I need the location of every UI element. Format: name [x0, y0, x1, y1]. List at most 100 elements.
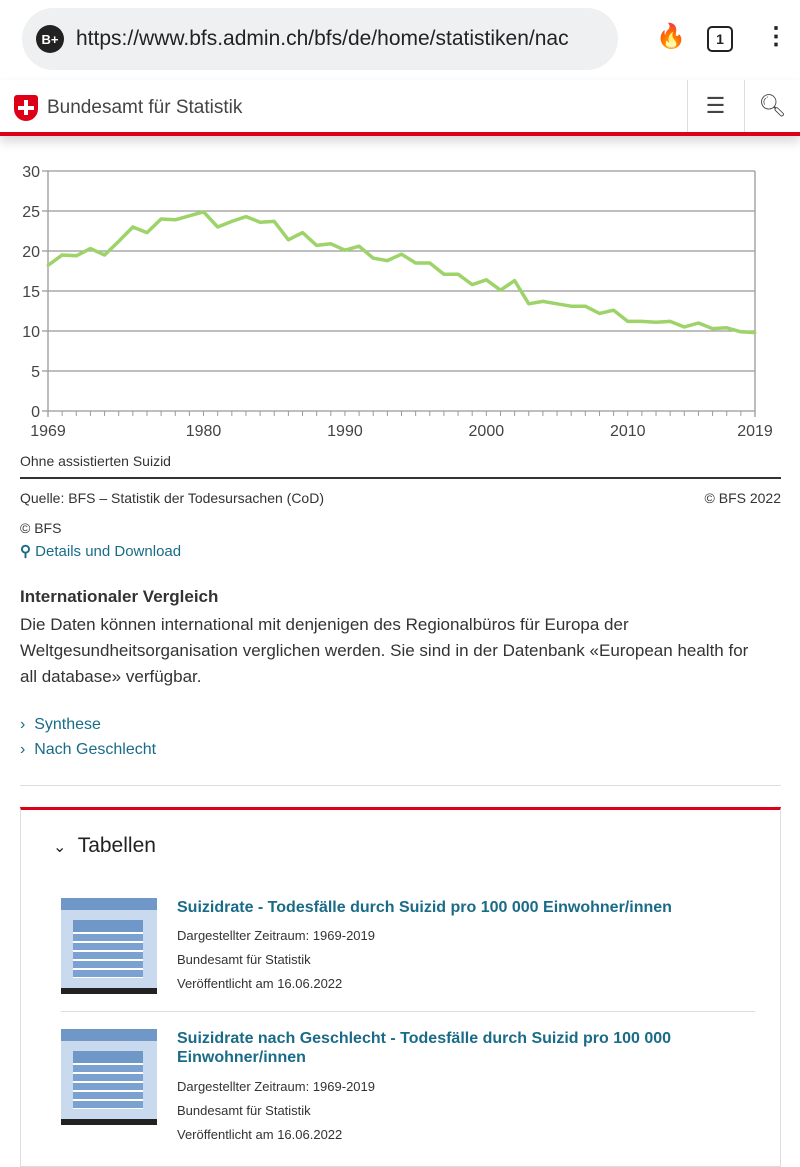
data-point: [88, 247, 92, 251]
y-tick-label: 25: [22, 204, 40, 221]
section-heading: Internationaler Vergleich: [20, 587, 219, 606]
data-point: [442, 272, 446, 276]
y-tick-label: 20: [22, 244, 40, 261]
data-point: [385, 259, 389, 263]
data-point: [527, 302, 531, 306]
data-point: [117, 239, 121, 243]
data-point: [187, 214, 191, 218]
search-button[interactable]: 🔍︎: [744, 80, 800, 132]
section-text: Die Daten können international mit denje…: [20, 615, 749, 686]
divider: [20, 785, 781, 786]
data-point: [753, 331, 757, 335]
period: Dargestellter Zeitraum: 1969-2019: [177, 928, 375, 943]
data-point: [640, 319, 644, 323]
data-point: [301, 231, 305, 235]
data-point: [569, 304, 573, 308]
tables-toggle[interactable]: ⌄ Tabellen: [53, 834, 156, 858]
url-text[interactable]: https://www.bfs.admin.ch/bfs/de/home/sta…: [76, 27, 569, 50]
y-tick-label: 15: [22, 284, 40, 301]
divider: [61, 1011, 755, 1012]
details-download-label: Details und Download: [35, 543, 182, 560]
data-point: [357, 244, 361, 248]
published-date: Veröffentlicht am 16.06.2022: [177, 976, 343, 991]
data-point: [696, 321, 700, 325]
data-point: [682, 325, 686, 329]
data-point: [498, 288, 502, 292]
hamburger-icon: ☰: [705, 93, 726, 118]
table-icon: [61, 1029, 157, 1125]
data-point: [46, 263, 50, 267]
y-tick-label: 30: [22, 164, 40, 181]
table-icon: [61, 898, 157, 994]
tabs-icon[interactable]: 1: [707, 26, 733, 52]
data-point: [131, 225, 135, 229]
data-point: [230, 219, 234, 223]
series-line: [46, 210, 756, 335]
data-point: [286, 238, 290, 242]
link-label: Synthese: [34, 716, 101, 733]
copyright-short: © BFS: [20, 520, 62, 536]
chevron-down-icon: ⌄: [53, 839, 67, 856]
link-label: Nach Geschlecht: [34, 741, 157, 758]
data-point: [371, 256, 375, 260]
data-point: [60, 253, 64, 257]
tables-panel: ⌄ Tabellen Suizidrate - Todesfälle durch…: [20, 807, 781, 1167]
menu-button[interactable]: ☰: [687, 80, 743, 132]
data-point: [159, 217, 163, 221]
site-header: Bundesamt für Statistik ☰ 🔍︎: [0, 80, 800, 136]
data-point: [583, 304, 587, 308]
site-badge-icon: B+: [36, 25, 64, 53]
source-text: Quelle: BFS – Statistik der Todesursache…: [20, 490, 324, 506]
chart-note: Ohne assistierten Suizid: [20, 453, 171, 469]
data-point: [202, 210, 206, 214]
tables-title: Tabellen: [77, 834, 156, 857]
data-point: [244, 215, 248, 219]
data-point: [612, 308, 616, 312]
link-nach-geschlecht[interactable]: › Nach Geschlecht: [20, 741, 157, 758]
data-point: [74, 254, 78, 258]
publisher: Bundesamt für Statistik: [177, 952, 311, 967]
data-point: [456, 272, 460, 276]
data-point: [315, 243, 319, 247]
site-name[interactable]: Bundesamt für Statistik: [47, 97, 243, 118]
line-chart: 0 5 10 15 20 25 30 1969 1980 1990 2000 2010 2019: [22, 164, 773, 440]
x-tick-label: 2019: [737, 423, 773, 440]
data-point: [470, 283, 474, 287]
data-point: [739, 330, 743, 334]
data-point: [173, 218, 177, 222]
more-vert-icon[interactable]: ⋮: [764, 23, 788, 50]
data-point: [654, 320, 658, 324]
copyright: © BFS 2022: [704, 490, 781, 506]
data-point: [541, 299, 545, 303]
details-download-link[interactable]: ⚲ Details und Download: [20, 542, 181, 560]
data-point: [513, 279, 517, 283]
publisher: Bundesamt für Statistik: [177, 1103, 311, 1118]
data-point: [329, 242, 333, 246]
data-point: [343, 248, 347, 252]
data-point: [414, 261, 418, 265]
data-point: [668, 319, 672, 323]
data-point: [484, 278, 488, 282]
data-point: [626, 319, 630, 323]
period: Dargestellter Zeitraum: 1969-2019: [177, 1079, 375, 1094]
swiss-flag-icon: [14, 95, 38, 121]
data-point: [711, 327, 715, 331]
data-point: [400, 252, 403, 256]
x-tick-label: 1969: [30, 423, 66, 440]
table-title-link[interactable]: Suizidrate nach Geschlecht - Todesfälle …: [177, 1030, 672, 1066]
fire-icon[interactable]: 🔥: [656, 23, 686, 50]
data-point: [258, 220, 262, 224]
x-tick-label: 1990: [327, 423, 363, 440]
browser-toolbar: B+ https://www.bfs.admin.ch/bfs/de/home/…: [0, 0, 800, 80]
address-bar[interactable]: B+ https://www.bfs.admin.ch/bfs/de/home/…: [22, 8, 618, 70]
x-tick-label: 1980: [186, 423, 222, 440]
x-tick-label: 2010: [610, 423, 646, 440]
x-tick-label: 2000: [469, 423, 505, 440]
link-synthese[interactable]: › Synthese: [20, 716, 101, 733]
table-title-link[interactable]: Suizidrate - Todesfälle durch Suizid pro…: [177, 899, 672, 916]
data-point: [725, 326, 729, 330]
search-icon: ⚲: [20, 543, 31, 560]
published-date: Veröffentlicht am 16.06.2022: [177, 1127, 343, 1142]
y-tick-label: 10: [22, 324, 40, 341]
y-tick-label: 0: [31, 404, 40, 421]
